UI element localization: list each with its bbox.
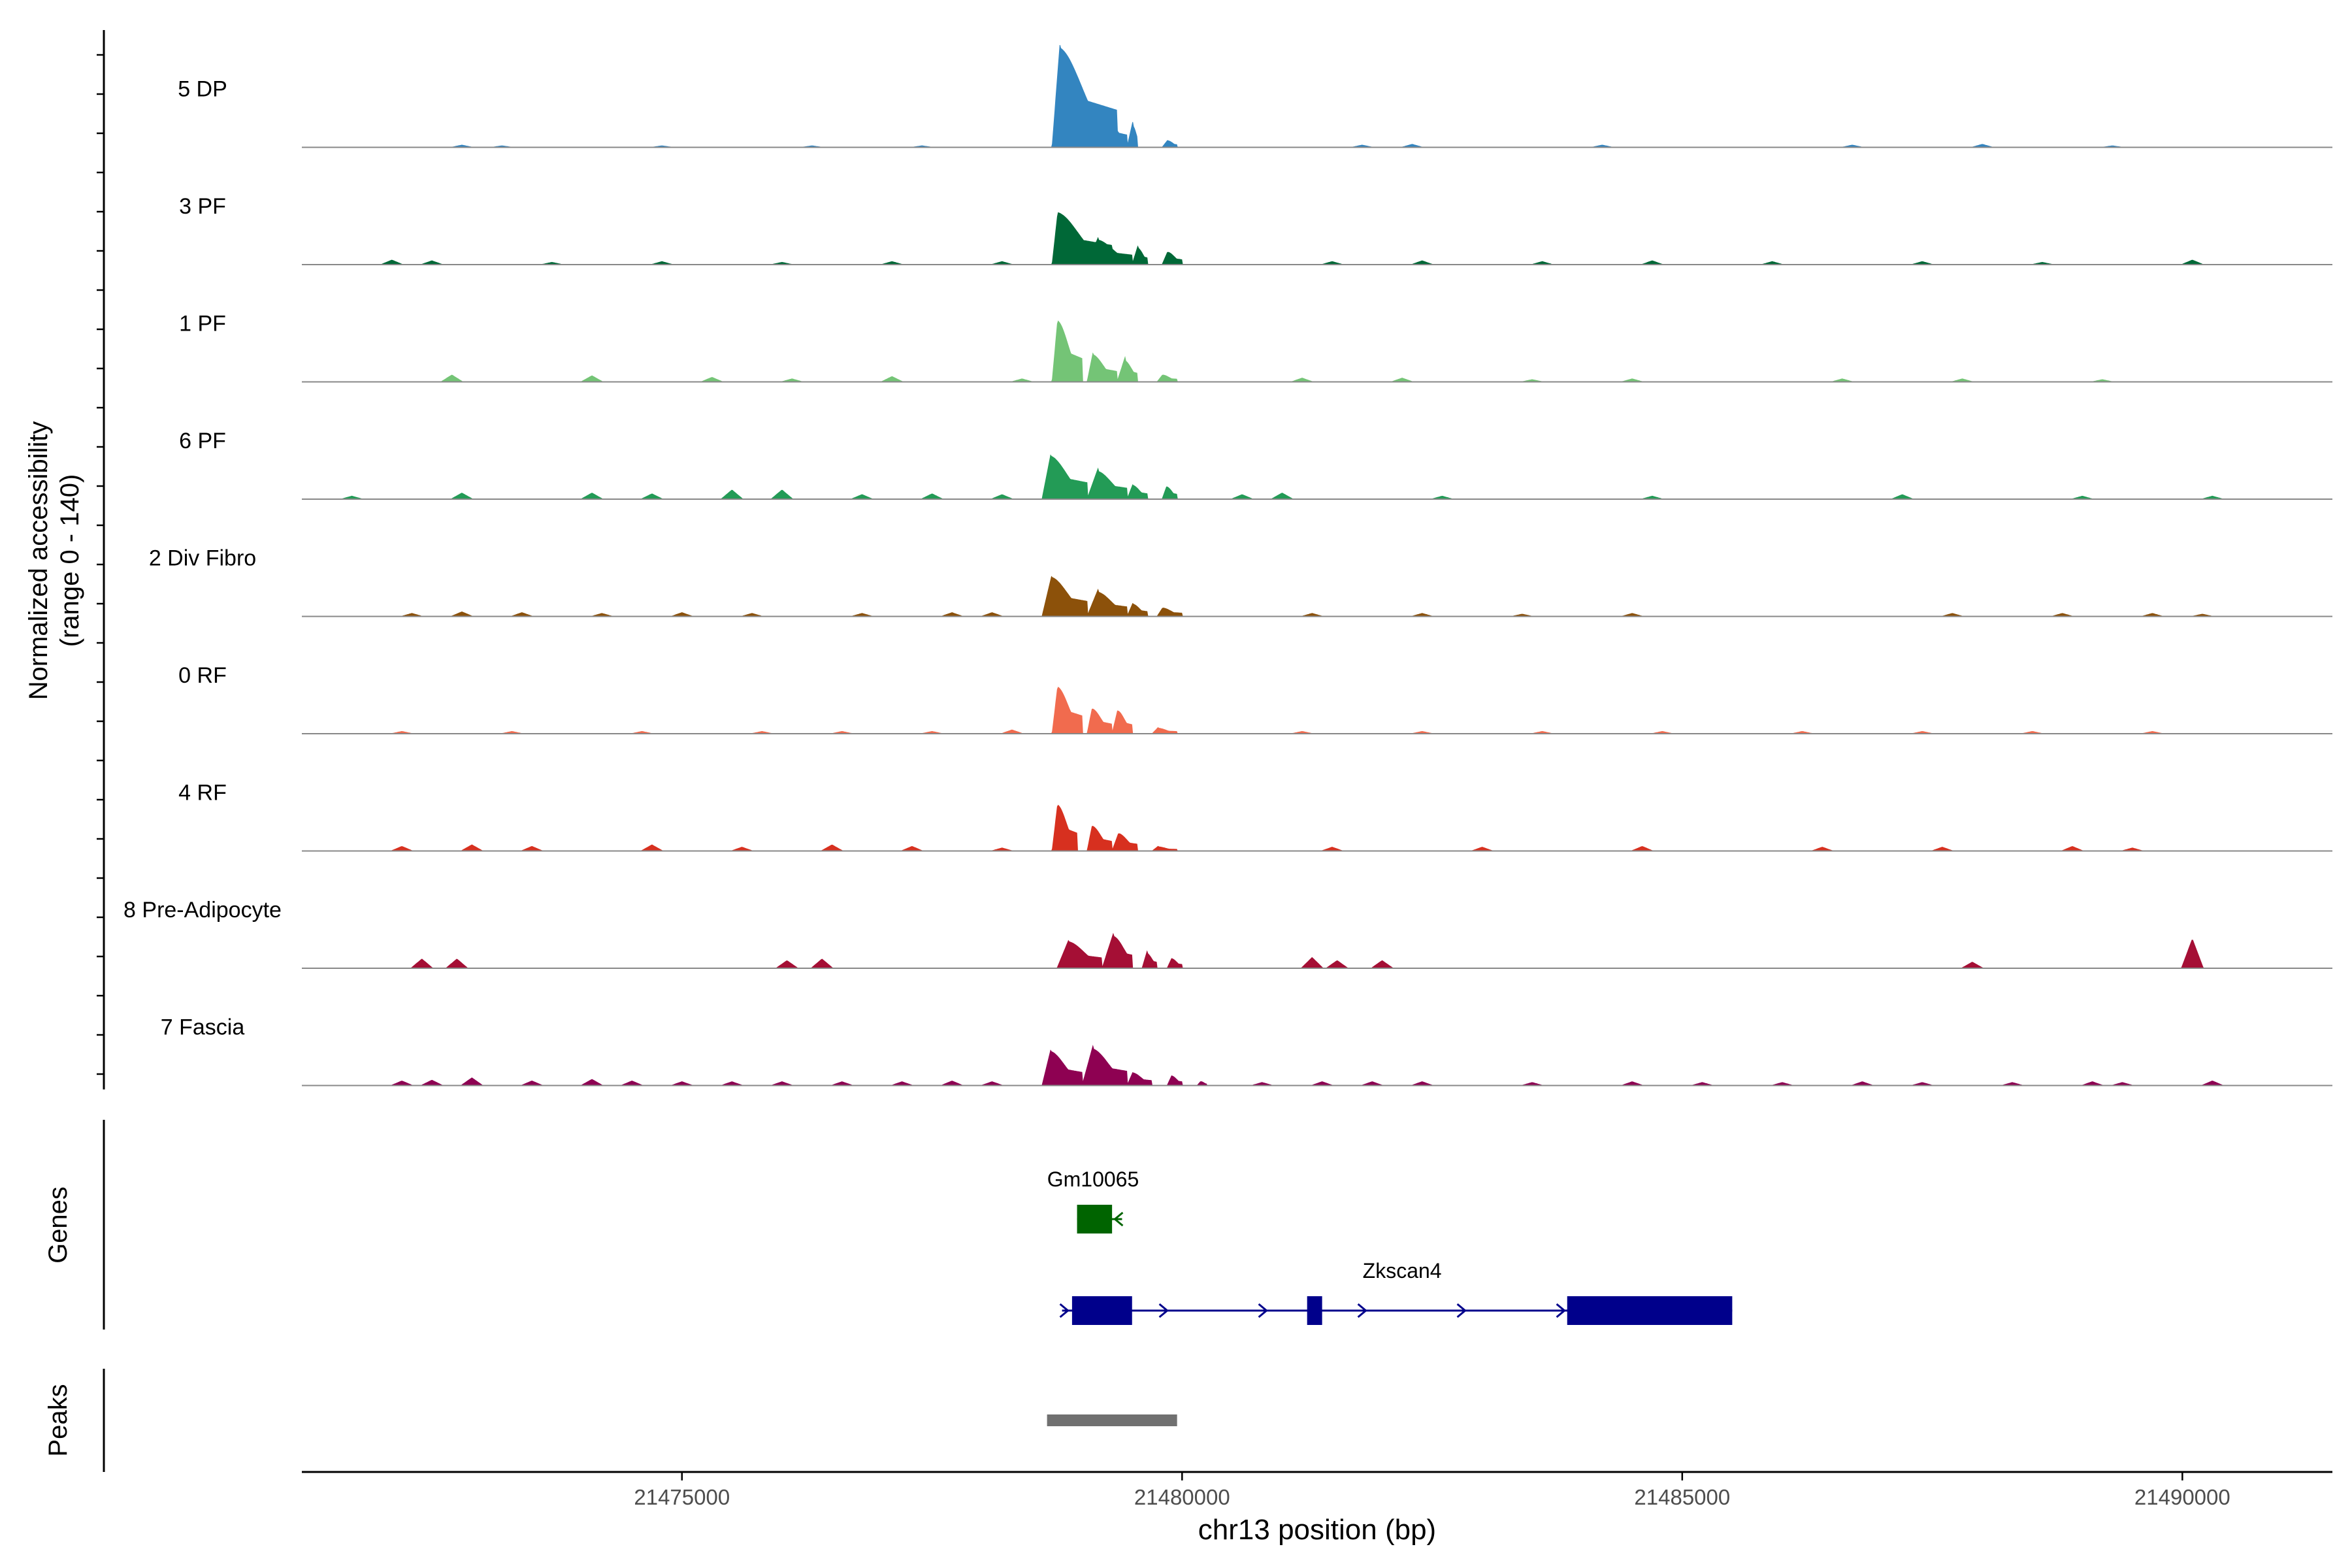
coverage-area [302, 320, 2332, 382]
coverage-area [302, 212, 2332, 265]
track-label: 3 PF [179, 194, 226, 219]
strand-arrow [1258, 1303, 1268, 1318]
peaks-track [1047, 1414, 1177, 1426]
gene-label: Zkscan4 [1363, 1259, 1442, 1282]
coverage-area [302, 44, 2332, 148]
coverage-area [302, 932, 2332, 969]
x-axis-label: chr13 position (bp) [1198, 1514, 1436, 1546]
gene-track: Gm10065 Zkscan4 [1047, 1168, 1733, 1325]
track-label: 4 RF [178, 781, 227, 806]
exon [1077, 1205, 1113, 1233]
peaks-track-label: Peaks [44, 1384, 73, 1456]
coverage-area [302, 576, 2332, 617]
track-8-pre-adipocyte: 8 Pre-Adipocyte [123, 898, 2332, 969]
y-axis-label-line1: Normalized accessibility [24, 421, 53, 700]
x-tick-label: 21475000 [634, 1485, 730, 1509]
coverage-area [302, 804, 2332, 851]
gene-label: Gm10065 [1047, 1168, 1139, 1191]
strand-arrow [1556, 1303, 1566, 1318]
x-axis: 21475000 21480000 21485000 21490000 [302, 1471, 2332, 1509]
track-2-div-fibro: 2 Div Fibro [149, 546, 2332, 617]
coverage-y-axis [97, 30, 105, 1090]
strand-arrow [1059, 1303, 1070, 1318]
track-5-dp: 5 DP [178, 44, 2332, 148]
track-6-pf: 6 PF [179, 429, 2332, 500]
track-0-rf: 0 RF [178, 663, 2332, 734]
track-7-fascia: 7 Fascia [161, 1015, 2332, 1086]
exon [1307, 1296, 1322, 1325]
track-3-pf: 3 PF [179, 194, 2332, 265]
gene-track-label: Genes [44, 1186, 73, 1264]
track-label: 5 DP [178, 77, 227, 102]
coverage-area [302, 454, 2332, 500]
exon [1071, 1296, 1132, 1325]
x-tick-label: 21480000 [1134, 1485, 1230, 1509]
peak-region [1047, 1414, 1177, 1426]
track-1-pf: 1 PF [179, 312, 2332, 383]
track-label: 2 Div Fibro [149, 546, 256, 571]
track-label: 6 PF [179, 429, 226, 453]
gene-zkscan4: Zkscan4 [1059, 1259, 1733, 1325]
coverage-area [302, 1045, 2332, 1086]
track-label: 8 Pre-Adipocyte [123, 898, 282, 923]
track-4-rf: 4 RF [178, 781, 2332, 852]
exon [1567, 1296, 1733, 1325]
gene-gm10065: Gm10065 [1047, 1168, 1139, 1233]
coverage-area [302, 687, 2332, 734]
track-label: 1 PF [179, 312, 226, 336]
track-label: 7 Fascia [161, 1015, 245, 1040]
x-tick-label: 21490000 [2134, 1485, 2230, 1509]
strand-arrow [1158, 1303, 1169, 1318]
y-axis-label-line2: (range 0 - 140) [56, 474, 84, 647]
track-label: 0 RF [178, 663, 227, 688]
x-tick-label: 21485000 [1634, 1485, 1730, 1509]
strand-arrow [1357, 1303, 1367, 1318]
strand-arrow [1113, 1211, 1124, 1227]
strand-arrow [1456, 1303, 1467, 1318]
coverage-tracks: 5 DP 3 PF 1 PF 6 PF 2 Div Fibro 0 RF 4 RF 8 Pre… [123, 44, 2332, 1086]
